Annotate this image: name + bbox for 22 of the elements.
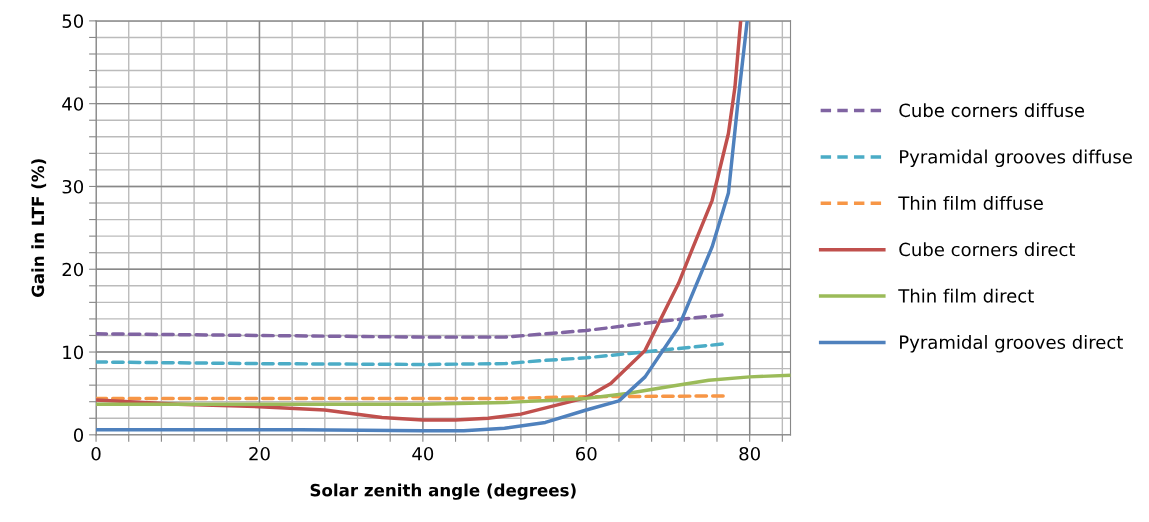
x-tick-label: 80 (739, 446, 760, 461)
line-series (96, 342, 727, 367)
legend-label: Pyramidal grooves direct (900, 335, 1123, 353)
x-tick-label: 20 (249, 446, 270, 461)
legend-label: Thin film diffuse (898, 195, 1043, 210)
y-tick-label: 10 (63, 345, 84, 360)
y-tick-label: 40 (62, 97, 84, 111)
legend-label: Cube corners direct (899, 242, 1076, 257)
line-series (96, 373, 791, 406)
line-series (96, 313, 727, 339)
y-tick-label: 0 (73, 428, 84, 442)
legend-label: Cube corners diffuse (899, 103, 1085, 118)
y-tick-label: 30 (62, 179, 84, 194)
x-axis-title: Solar zenith angle (degrees) (310, 483, 576, 500)
y-axis-title: Gain in LTF (%) (31, 159, 47, 298)
y-tick-label: 20 (62, 262, 84, 277)
legend-label: Thin film direct (898, 288, 1034, 303)
x-tick-label: 0 (91, 446, 101, 461)
y-tick-label: 50 (62, 14, 84, 28)
x-tick-label: 60 (576, 446, 597, 461)
legend-label: Pyramidal grooves diffuse (900, 149, 1132, 168)
x-tick-label: 40 (412, 446, 434, 461)
